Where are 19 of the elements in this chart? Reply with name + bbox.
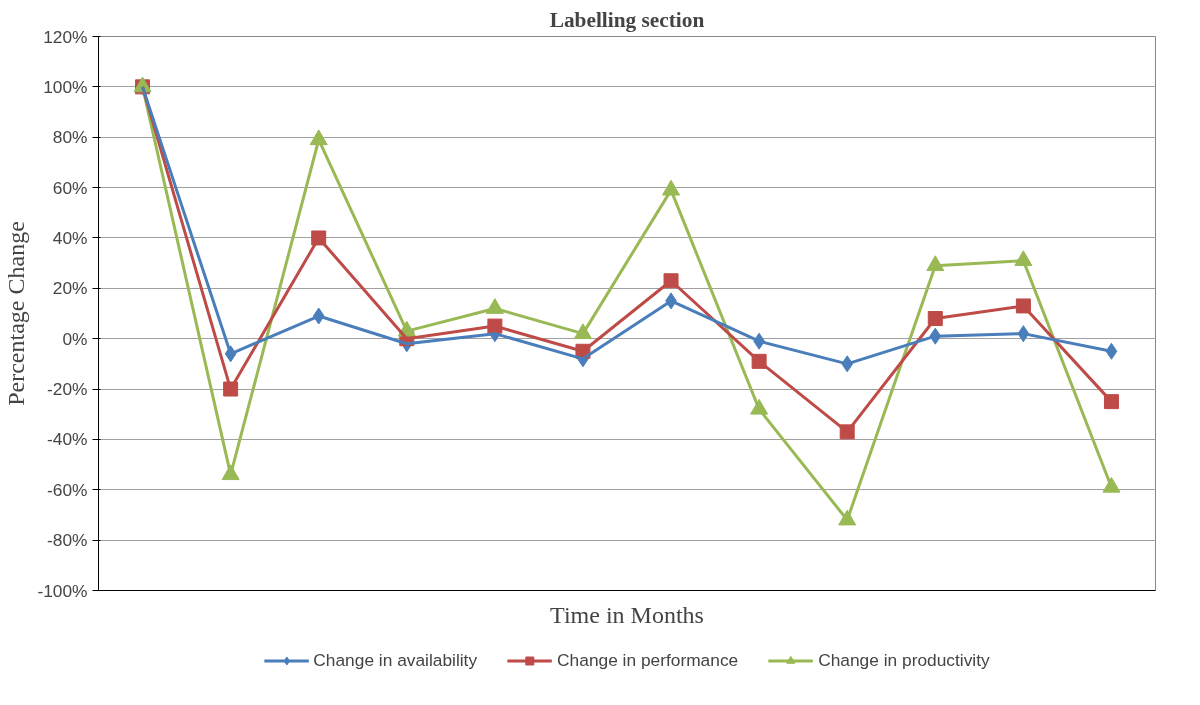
- y-tick-label: -60%: [47, 479, 88, 500]
- y-tick-label: 60%: [52, 177, 88, 198]
- legend-label: Change in performance: [557, 649, 739, 671]
- x-axis-title: Time in Months: [550, 601, 704, 628]
- chart-title: Labelling section: [549, 7, 705, 32]
- y-tick-label: 0%: [62, 328, 88, 349]
- y-tick-label: 120%: [43, 26, 88, 47]
- y-tick-label: -20%: [47, 379, 88, 400]
- y-tick-label: 40%: [52, 227, 88, 248]
- y-tick-label: -80%: [47, 530, 88, 551]
- legend-label: Change in productivity: [818, 649, 990, 671]
- y-tick-label: -100%: [37, 580, 88, 601]
- y-tick-label: 100%: [43, 76, 88, 97]
- y-tick-label: 20%: [52, 278, 88, 299]
- y-tick-label: -40%: [47, 429, 88, 450]
- y-tick-label: 80%: [52, 127, 88, 148]
- y-axis-title: Percentage Change: [3, 221, 30, 406]
- point: [1105, 342, 1118, 360]
- legend-label: Change in availability: [313, 649, 478, 671]
